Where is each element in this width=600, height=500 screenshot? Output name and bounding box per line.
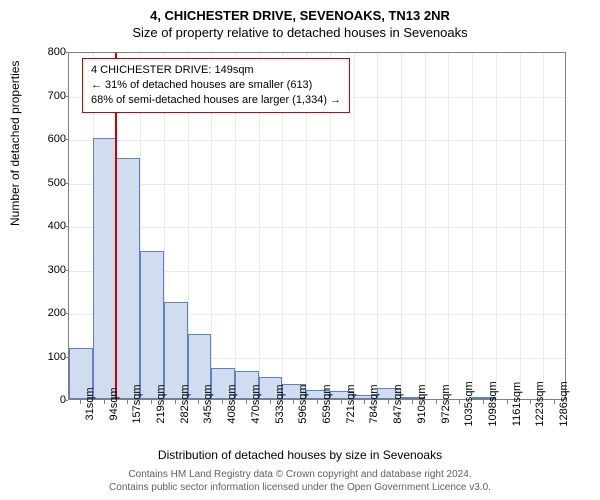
x-tick-label: 721sqm xyxy=(345,384,357,423)
chart-title: 4, CHICHESTER DRIVE, SEVENOAKS, TN13 2NR xyxy=(0,0,600,23)
x-tick-mark xyxy=(80,400,81,404)
callout-line2: ← 31% of detached houses are smaller (61… xyxy=(91,78,341,93)
x-tick-label: 345sqm xyxy=(202,384,214,423)
x-tick-mark xyxy=(554,400,555,404)
y-tick-label: 700 xyxy=(26,90,66,102)
x-tick-mark xyxy=(127,400,128,404)
x-tick-mark xyxy=(436,400,437,404)
gridline-v xyxy=(354,53,355,399)
gridline-v xyxy=(377,53,378,399)
x-tick-label: 1161sqm xyxy=(511,382,523,426)
x-tick-label: 596sqm xyxy=(297,384,309,423)
x-tick-mark xyxy=(104,400,105,404)
x-tick-label: 408sqm xyxy=(226,384,238,423)
x-tick-mark xyxy=(293,400,294,404)
x-tick-label: 533sqm xyxy=(274,384,286,423)
y-tick-mark xyxy=(64,400,68,401)
y-tick-mark xyxy=(64,357,68,358)
y-tick-label: 100 xyxy=(26,351,66,363)
x-axis-label: Distribution of detached houses by size … xyxy=(0,448,600,462)
x-tick-label: 282sqm xyxy=(179,384,191,423)
y-tick-label: 400 xyxy=(26,220,66,232)
gridline-v xyxy=(472,53,473,399)
x-tick-label: 94sqm xyxy=(108,387,120,420)
chart-container: 4, CHICHESTER DRIVE, SEVENOAKS, TN13 2NR… xyxy=(0,0,600,500)
callout-line1: 4 CHICHESTER DRIVE: 149sqm xyxy=(91,63,341,78)
x-tick-label: 1223sqm xyxy=(534,381,546,426)
footer-line2: Contains public sector information licen… xyxy=(0,481,600,494)
x-tick-mark xyxy=(530,400,531,404)
histogram-bar xyxy=(93,138,117,399)
gridline-h xyxy=(69,140,565,141)
histogram-bar xyxy=(116,158,140,399)
gridline-h xyxy=(69,227,565,228)
x-tick-mark xyxy=(412,400,413,404)
callout-box: 4 CHICHESTER DRIVE: 149sqm ← 31% of deta… xyxy=(82,58,350,113)
y-tick-label: 200 xyxy=(26,307,66,319)
gridline-v xyxy=(543,53,544,399)
y-tick-mark xyxy=(64,52,68,53)
x-tick-mark xyxy=(198,400,199,404)
x-tick-label: 972sqm xyxy=(440,384,452,423)
gridline-v xyxy=(448,53,449,399)
y-tick-label: 800 xyxy=(26,46,66,58)
x-tick-label: 784sqm xyxy=(368,384,380,423)
y-tick-mark xyxy=(64,226,68,227)
y-tick-label: 0 xyxy=(26,394,66,406)
x-tick-mark xyxy=(246,400,247,404)
callout-line3: 68% of semi-detached houses are larger (… xyxy=(91,93,341,108)
gridline-v xyxy=(425,53,426,399)
gridline-v xyxy=(401,53,402,399)
y-tick-mark xyxy=(64,139,68,140)
x-tick-label: 157sqm xyxy=(131,384,143,423)
x-tick-label: 847sqm xyxy=(392,384,404,423)
x-tick-label: 1098sqm xyxy=(487,381,499,426)
y-tick-mark xyxy=(64,183,68,184)
footer: Contains HM Land Registry data © Crown c… xyxy=(0,468,600,494)
x-tick-label: 1286sqm xyxy=(558,381,570,426)
histogram-bar xyxy=(140,251,164,399)
y-tick-mark xyxy=(64,96,68,97)
x-tick-mark xyxy=(151,400,152,404)
x-tick-label: 31sqm xyxy=(84,387,96,420)
y-tick-mark xyxy=(64,270,68,271)
x-tick-mark xyxy=(317,400,318,404)
x-tick-label: 219sqm xyxy=(155,384,167,423)
x-tick-mark xyxy=(483,400,484,404)
y-tick-mark xyxy=(64,313,68,314)
y-axis-label: Number of detached properties xyxy=(8,61,22,226)
x-tick-mark xyxy=(388,400,389,404)
x-tick-mark xyxy=(222,400,223,404)
x-tick-label: 659sqm xyxy=(321,384,333,423)
x-tick-label: 470sqm xyxy=(250,384,262,423)
x-tick-label: 1035sqm xyxy=(463,381,475,426)
x-tick-mark xyxy=(175,400,176,404)
y-tick-label: 600 xyxy=(26,133,66,145)
chart-subtitle: Size of property relative to detached ho… xyxy=(0,23,600,40)
y-tick-label: 300 xyxy=(26,264,66,276)
x-tick-label: 910sqm xyxy=(416,384,428,423)
gridline-h xyxy=(69,184,565,185)
gridline-v xyxy=(520,53,521,399)
x-tick-mark xyxy=(270,400,271,404)
x-tick-mark xyxy=(459,400,460,404)
x-tick-mark xyxy=(341,400,342,404)
y-tick-label: 500 xyxy=(26,177,66,189)
gridline-v xyxy=(496,53,497,399)
footer-line1: Contains HM Land Registry data © Crown c… xyxy=(0,468,600,481)
x-tick-mark xyxy=(507,400,508,404)
x-tick-mark xyxy=(364,400,365,404)
